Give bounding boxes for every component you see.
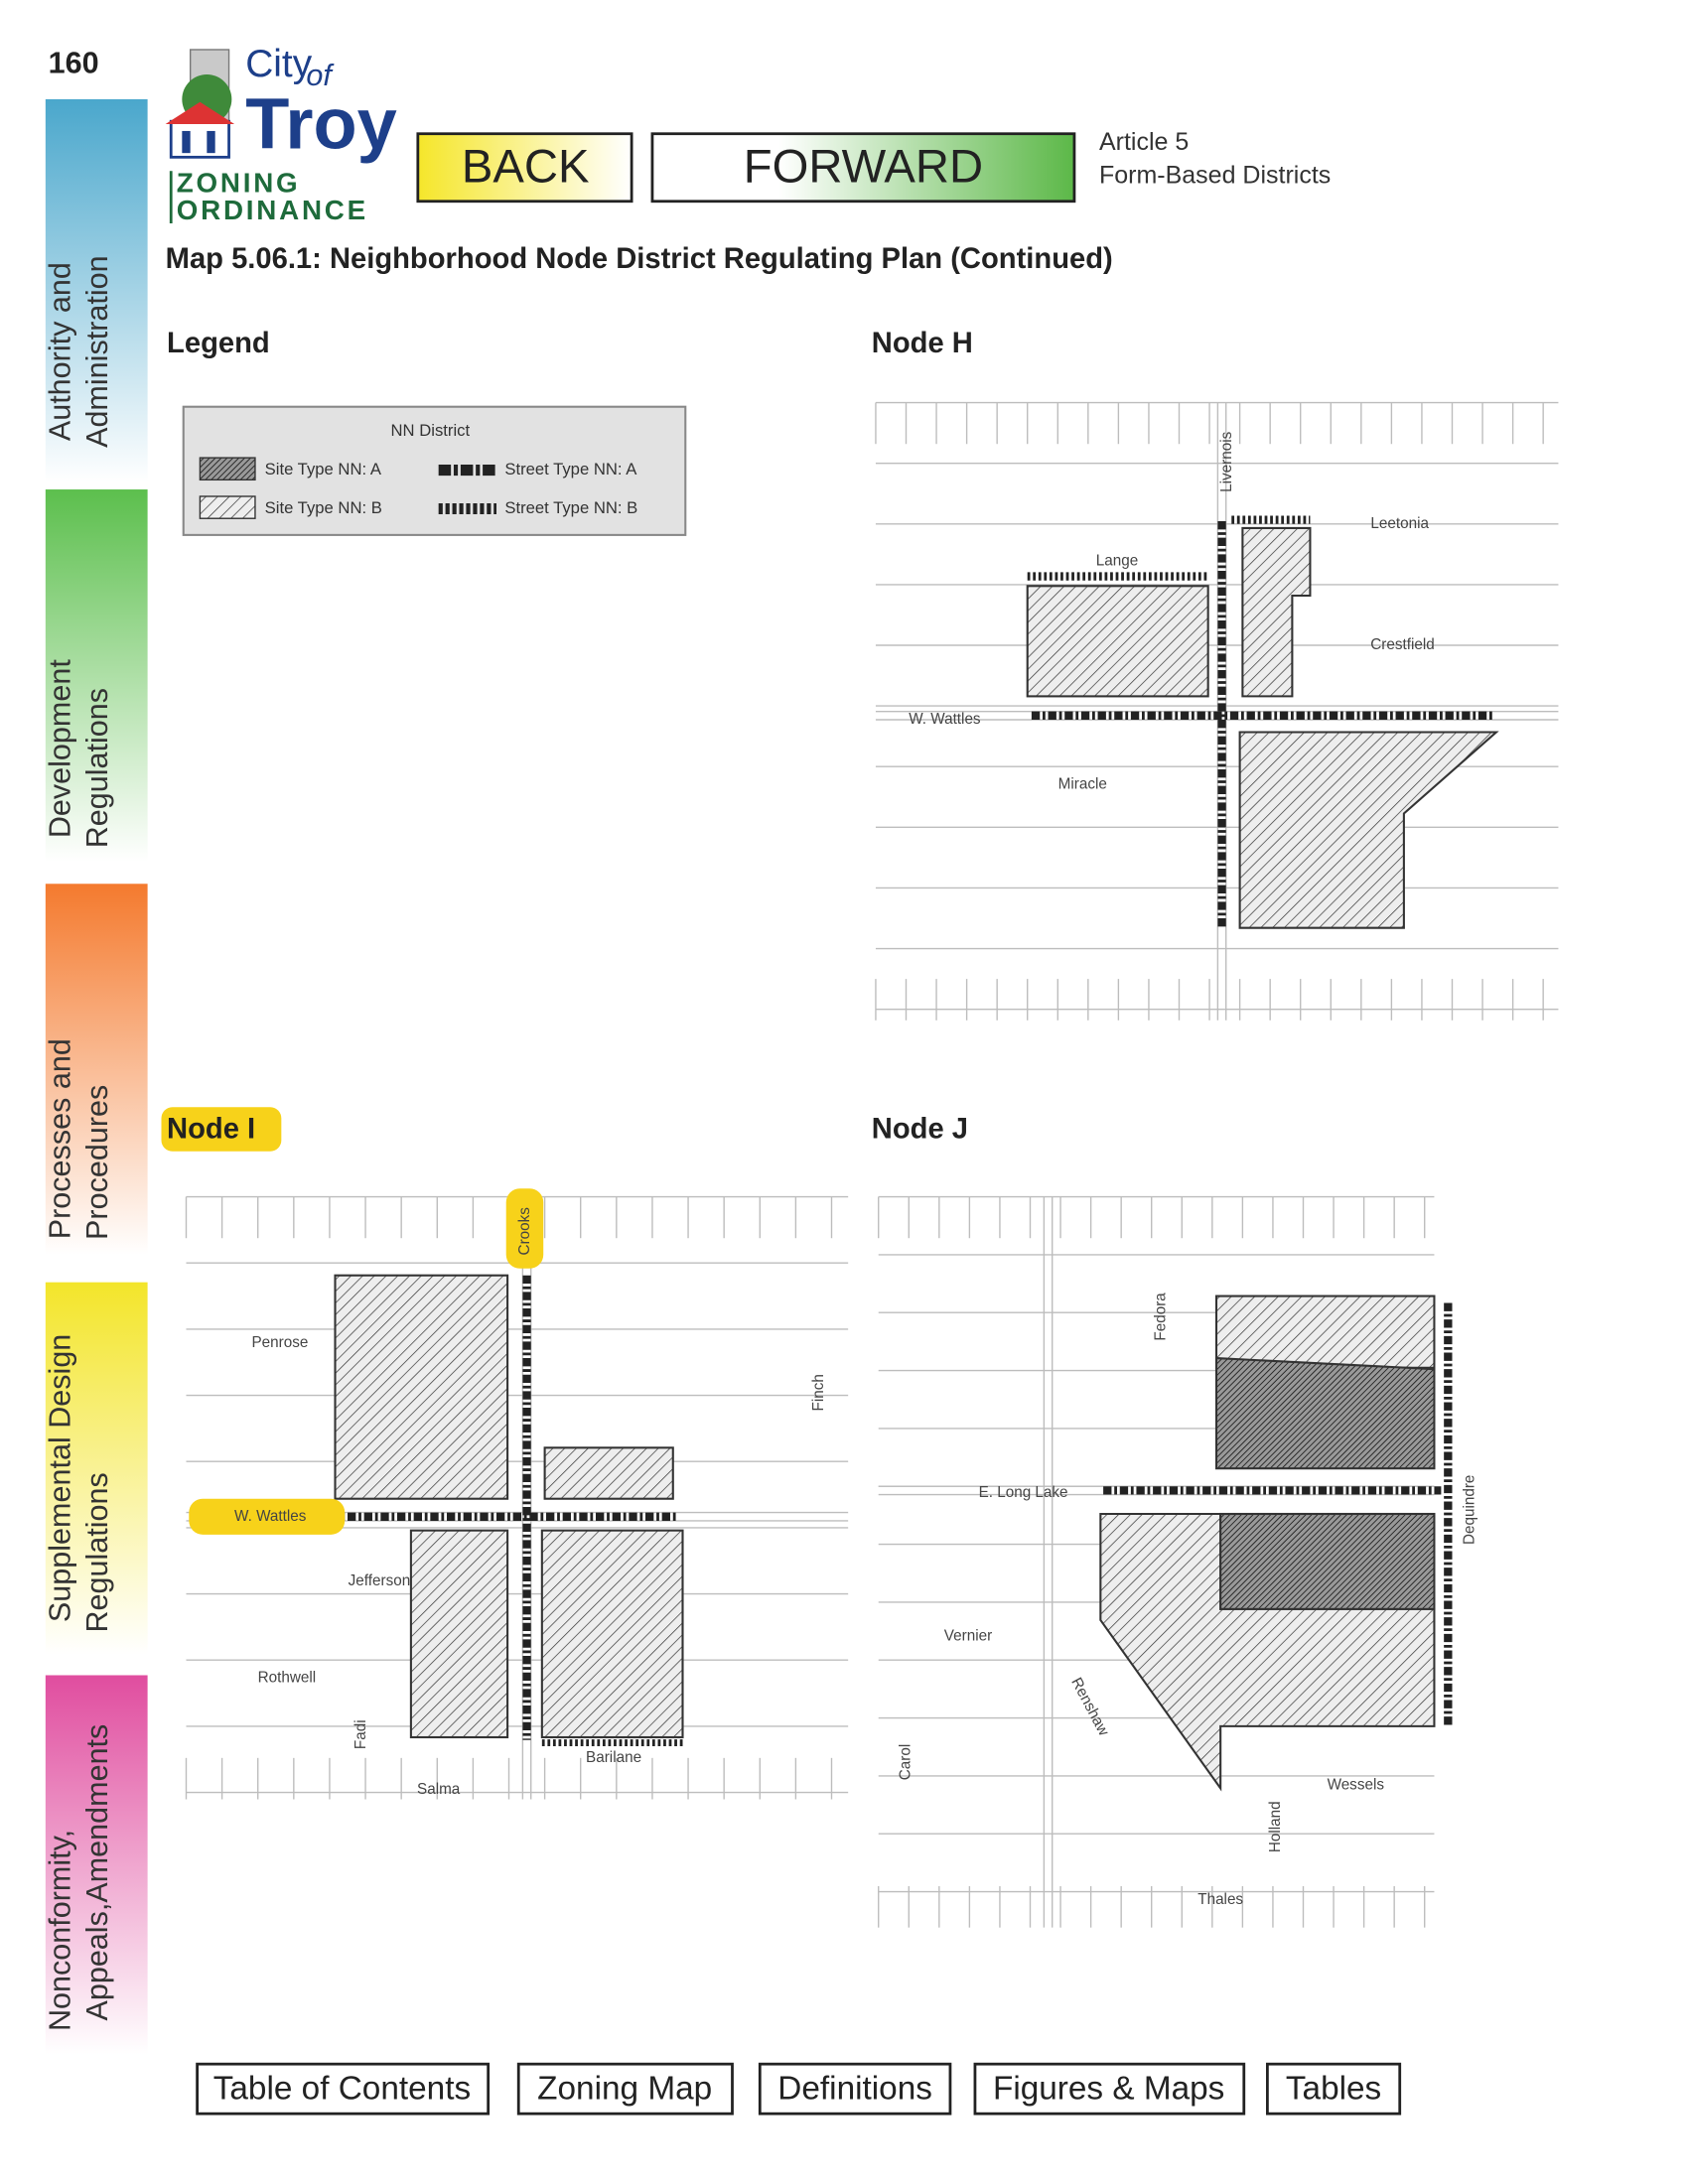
footer: Table of Contents Zoning Map Definitions…	[196, 2062, 1402, 2116]
site-b	[334, 1274, 509, 1500]
street-label: Jefferson	[349, 1572, 411, 1589]
legend-label: Street Type NN: B	[504, 498, 637, 517]
street-label: Renshaw	[1067, 1675, 1112, 1739]
street-label: W. Wattles	[909, 711, 981, 728]
street-label: Penrose	[252, 1334, 309, 1351]
page-number: 160	[49, 46, 99, 79]
forward-button[interactable]	[650, 132, 1076, 204]
street-label: Crooks	[516, 1207, 533, 1256]
street-label: Leetonia	[1370, 515, 1429, 532]
map-title: Map 5.06.1: Neighborhood Node District R…	[166, 243, 1113, 275]
tab[interactable]	[45, 1675, 148, 2055]
tab-label: Regulations	[80, 688, 114, 848]
tab-label: Processes and	[44, 1038, 77, 1239]
tab-label: Development	[44, 659, 77, 838]
legend-swatch	[199, 495, 256, 519]
legend-label: Street Type NN: A	[504, 460, 637, 478]
logo-text: Troy	[245, 85, 397, 165]
logo-text: of	[306, 59, 335, 92]
map: Fedora E. Long Lake Dequindre Vernier Re…	[878, 1195, 1478, 1928]
street-label: Fedora	[1152, 1293, 1169, 1341]
tab[interactable]	[45, 884, 148, 1255]
sidebar: Authority and Administration Development…	[44, 99, 148, 2055]
street-label: Rothwell	[258, 1669, 317, 1686]
article-line: Article 5	[1099, 128, 1189, 156]
footer-label[interactable]: Table of Contents	[213, 2070, 471, 2107]
map-heading: Node H	[872, 328, 973, 359]
map-heading: Node I	[167, 1114, 255, 1146]
tab[interactable]	[45, 99, 148, 483]
site-b	[409, 1529, 509, 1739]
footer-label[interactable]: Definitions	[777, 2070, 932, 2107]
legend-swatch	[199, 457, 256, 481]
street-label: W. Wattles	[234, 1508, 307, 1525]
highlight	[505, 1188, 544, 1269]
legend-heading: Legend	[167, 328, 270, 359]
street-label: Thales	[1197, 1891, 1243, 1908]
street-label: Lange	[1096, 552, 1138, 569]
street-label: Crestfield	[1370, 636, 1434, 653]
map: Livernois Leetonia Lange Crestfield W. W…	[875, 401, 1559, 1021]
street-label: Vernier	[944, 1628, 992, 1645]
street-label: Wessels	[1328, 1777, 1385, 1794]
footer-label[interactable]: Zoning Map	[537, 2070, 712, 2107]
street-label: Carol	[898, 1744, 914, 1780]
map: Crooks Penrose W. Wattles Jefferson Roth…	[185, 1188, 849, 1800]
tab-label: Procedures	[80, 1085, 114, 1240]
street-label: Barilane	[586, 1749, 641, 1766]
street-label: E. Long Lake	[979, 1484, 1068, 1501]
site-a	[1214, 1356, 1436, 1470]
logo-text: ORDINANCE	[177, 195, 368, 225]
footer-button[interactable]	[516, 2062, 734, 2116]
site-b	[543, 1446, 674, 1500]
legend-title: NN District	[391, 421, 471, 440]
footer-button[interactable]	[196, 2062, 491, 2116]
site-b	[1241, 526, 1312, 698]
legend-label: Site Type NN: A	[265, 460, 382, 478]
footer-button[interactable]	[758, 2062, 952, 2116]
back-button[interactable]	[416, 132, 633, 204]
tab[interactable]	[45, 489, 148, 863]
site-b	[1214, 1295, 1436, 1369]
tab-label: Supplemental Design	[44, 1334, 77, 1622]
street-label: Finch	[810, 1374, 827, 1411]
tab-label: Regulations	[80, 1472, 114, 1632]
site-b	[1026, 585, 1209, 698]
highlight	[189, 1498, 346, 1535]
highlight	[161, 1107, 282, 1152]
footer-button[interactable]	[973, 2062, 1246, 2116]
article-line: Form-Based Districts	[1099, 161, 1331, 189]
forward-label[interactable]: FORWARD	[744, 140, 983, 193]
street-label: Miracle	[1058, 775, 1107, 792]
footer-label[interactable]: Figures & Maps	[993, 2070, 1224, 2107]
site-a	[1219, 1512, 1436, 1610]
legend: NN District Site Type NN: A Street Type …	[182, 405, 687, 536]
street-label: Fadi	[352, 1719, 369, 1749]
street-label: Salma	[417, 1781, 461, 1798]
logo-text: City	[245, 43, 313, 85]
back-label[interactable]: BACK	[462, 140, 590, 193]
tab-label: Appeals,Amendments	[80, 1724, 114, 2021]
map-heading: Node J	[872, 1114, 968, 1146]
tab-label: Nonconformity,	[44, 1830, 77, 2031]
logo: City of Troy ZONING ORDINANCE	[165, 43, 397, 225]
site-b	[540, 1529, 684, 1739]
footer-button[interactable]	[1266, 2062, 1402, 2116]
tab[interactable]	[45, 1282, 148, 1655]
street-label: Dequindre	[1462, 1475, 1478, 1545]
tab-label: Authority and	[44, 262, 77, 441]
logo-text: ZONING	[177, 167, 301, 198]
street-label: Holland	[1267, 1801, 1284, 1852]
street-label: Livernois	[1218, 431, 1235, 491]
legend-label: Site Type NN: B	[265, 498, 382, 517]
tab-label: Administration	[80, 255, 114, 448]
site-b	[1238, 731, 1499, 929]
footer-label[interactable]: Tables	[1286, 2070, 1381, 2107]
